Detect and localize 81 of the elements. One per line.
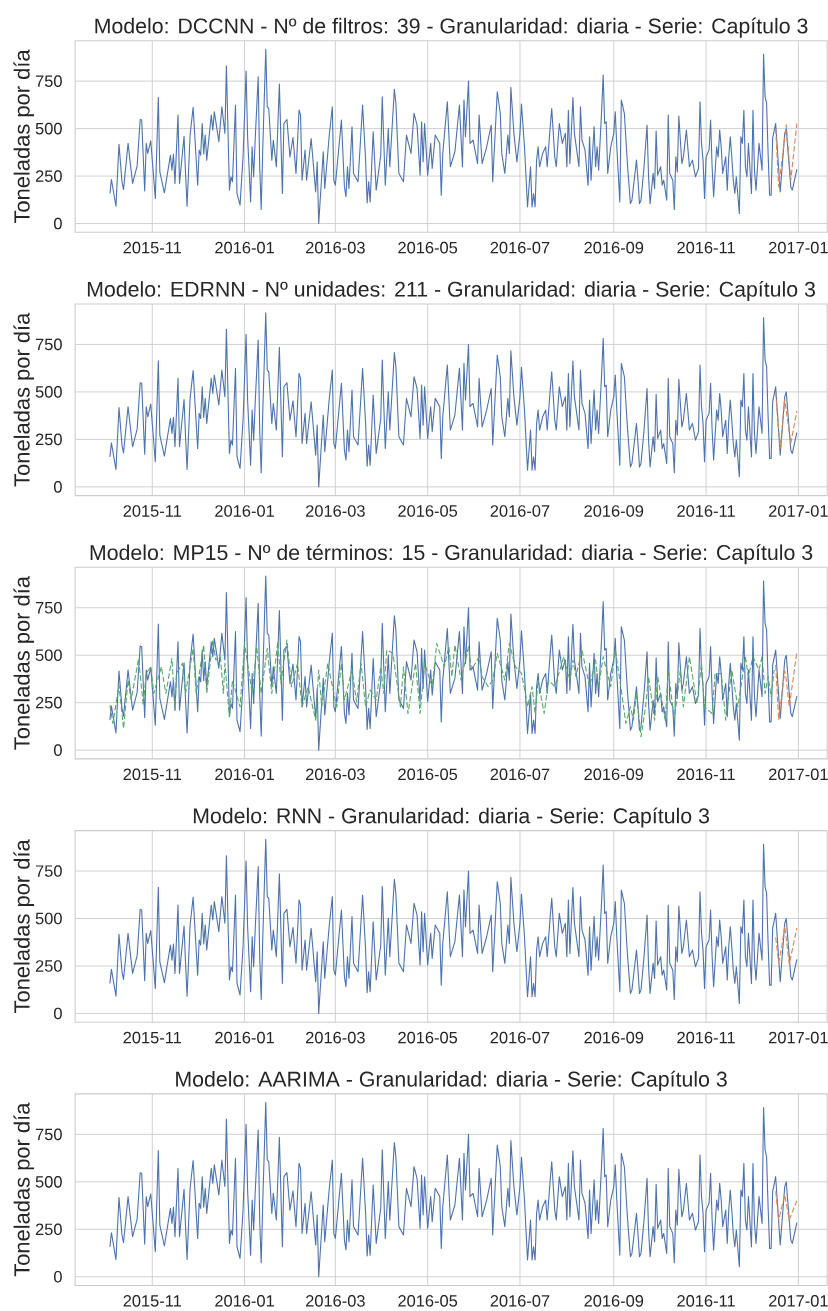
line-series [109,312,798,488]
line-series [109,575,798,751]
x-tick-label: 2016-05 [398,1031,458,1044]
chart-title: Modelo: DCCNN - Nº de filtros: 39 - Granularidad: diaria - Serie: Capítulo 3 [95,17,808,38]
y-tick-label: 0 [54,481,62,493]
x-tick-label: 2015-11 [123,1295,182,1307]
y-tick-label: 0 [54,217,62,230]
chart-title: Modelo: AARIMA - Granularidad: diaria - Serie: Capítulo 3 [176,1070,727,1091]
y-tick-label: 500 [35,649,62,662]
x-tick-label: 2016-03 [306,241,365,254]
x-tick-label: 2016-07 [490,505,550,517]
x-tick-label: 2016-11 [677,505,735,517]
y-tick-label: 750 [35,338,62,351]
x-tick-label: 2016-01 [215,1295,274,1307]
x-tick-label: 2016-03 [306,1295,365,1307]
y-tick-label: 500 [35,122,62,135]
y-tick-label: 750 [35,601,62,614]
x-tick-label: 2016-09 [584,1031,644,1044]
y-axis-title: Toneladas por día [13,49,35,224]
x-tick-label: 2017-01 [769,768,828,781]
line-series [109,838,798,1015]
y-axis-title: Toneladas por día [13,312,35,487]
y-tick-label: 250 [35,1223,62,1236]
y-tick-label: 750 [35,1128,62,1141]
chart-title: Modelo: RNN - Granularidad: diaria - Serie: Capítulo 3 [193,807,709,828]
x-tick-label: 2016-05 [398,505,458,517]
x-tick-label: 2015-11 [123,1031,182,1044]
line-series [775,391,798,450]
x-tick-label: 2016-01 [215,505,274,517]
line-series [109,1102,798,1278]
x-tick-label: 2016-11 [677,241,735,254]
y-tick-label: 250 [35,696,62,709]
y-tick-label: 750 [35,75,62,87]
x-tick-label: 2016-01 [215,241,274,254]
x-tick-label: 2015-11 [123,241,182,254]
x-tick-label: 2016-09 [584,505,644,517]
x-tick-label: 2016-09 [584,241,644,254]
x-tick-label: 2016-09 [584,768,644,781]
y-axis-title: Toneladas por día [13,839,35,1014]
x-tick-label: 2016-07 [490,768,550,781]
x-tick-label: 2016-01 [215,768,274,781]
x-tick-label: 2016-07 [490,241,550,254]
x-tick-label: 2016-01 [215,1031,274,1044]
y-tick-label: 250 [35,960,62,972]
x-tick-label: 2017-01 [769,505,828,517]
x-tick-label: 2017-01 [769,241,828,254]
x-tick-label: 2016-07 [490,1295,550,1307]
y-tick-label: 750 [35,865,62,877]
y-tick-label: 0 [54,1007,62,1020]
x-tick-label: 2015-11 [123,768,182,781]
y-tick-label: 250 [35,433,62,446]
y-tick-label: 500 [35,912,62,925]
line-series [775,651,798,721]
chart-title: Modelo: EDRNN - Nº unidades: 211 - Granularidad: diaria - Serie: Capítulo 3 [87,280,815,302]
x-tick-label: 2016-07 [490,1031,550,1044]
y-tick-label: 500 [35,386,62,398]
x-tick-label: 2016-09 [584,1295,644,1307]
x-tick-label: 2016-11 [677,1295,735,1307]
x-tick-label: 2016-03 [306,1031,365,1044]
y-tick-label: 500 [35,1175,62,1188]
x-tick-label: 2016-11 [677,768,735,781]
x-tick-label: 2017-01 [769,1031,828,1044]
y-axis-title: Toneladas por día [13,576,35,750]
line-series [109,639,775,738]
x-tick-label: 2016-11 [677,1031,735,1044]
x-tick-label: 2015-11 [123,505,182,517]
line-series [775,925,798,965]
x-tick-label: 2016-05 [398,1295,458,1307]
x-tick-label: 2016-03 [306,768,365,781]
x-tick-label: 2016-05 [398,768,458,781]
y-tick-label: 250 [35,170,62,182]
y-tick-label: 0 [54,1270,62,1283]
y-axis-title: Toneladas por día [13,1102,35,1277]
x-tick-label: 2016-03 [306,505,365,517]
x-tick-label: 2016-05 [398,241,458,254]
x-tick-label: 2017-01 [769,1295,828,1307]
line-series [109,48,798,225]
line-series [775,1190,798,1221]
line-series [775,122,798,188]
y-tick-label: 0 [54,744,62,756]
chart-title: Modelo: MP15 - Nº de términos: 15 - Granularidad: diaria - Serie: Capítulo 3 [90,544,813,565]
